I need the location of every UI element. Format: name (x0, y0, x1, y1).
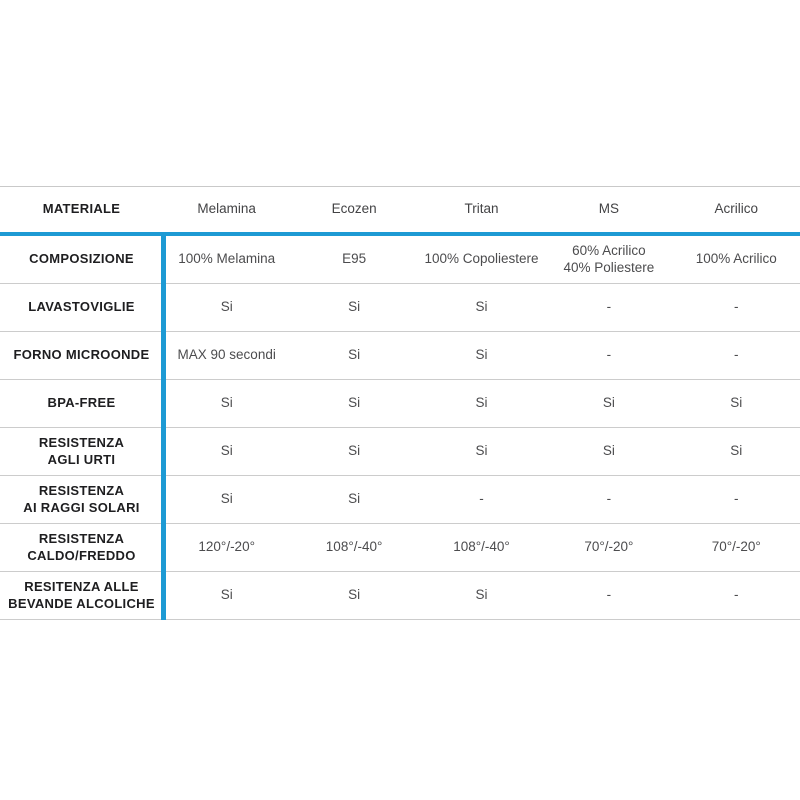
column-header-ecozen: Ecozen (331, 201, 377, 217)
cell-value: - (734, 587, 739, 603)
cell-value: 120°/-20° (198, 539, 255, 555)
cell-value: Si (475, 443, 488, 459)
cell-value: 70°/-20° (711, 539, 761, 555)
cell-value: 100% Melamina (178, 251, 276, 267)
cell-value: Si (475, 587, 488, 603)
cell-value: Si (348, 587, 361, 603)
row-label: RESISTENZA AGLI URTI (38, 435, 125, 467)
row-label: LAVASTOVIGLIE (28, 299, 135, 315)
cell-value: Si (220, 395, 233, 411)
cell-value: 108°/-40° (453, 539, 510, 555)
cell-value: Si (348, 395, 361, 411)
cell-value: 70°/-20° (584, 539, 634, 555)
cell-value: - (606, 491, 612, 507)
table-row-forno-microonde: FORNO MICROONDE MAX 90 secondi Si Si - - (0, 332, 800, 380)
column-header-tritan: Tritan (464, 201, 499, 217)
cell-value: Si (348, 299, 361, 315)
row-label: RESISTENZA CALDO/FREDDO (27, 531, 136, 563)
cell-value: Si (348, 347, 361, 363)
table-row-resistenza-urti: RESISTENZA AGLI URTI Si Si Si Si Si (0, 428, 800, 476)
cell-value: Si (730, 443, 743, 459)
cell-value: - (734, 299, 739, 315)
cell-value: 100% Acrilico (695, 251, 777, 267)
column-header-melamina: Melamina (197, 201, 256, 217)
cell-value: 100% Copoliestere (424, 251, 539, 267)
cell-value: Si (475, 395, 488, 411)
table-row-resistenza-caldo-freddo: RESISTENZA CALDO/FREDDO 120°/-20° 108°/-… (0, 524, 800, 572)
column-header-ms: MS (598, 201, 620, 217)
row-label: RESISTENZA AI RAGGI SOLARI (23, 483, 140, 515)
cell-value: Si (220, 491, 233, 507)
label-column-accent-divider (161, 232, 166, 620)
material-comparison-table: MATERIALE Melamina Ecozen Tritan MS Acri… (0, 186, 800, 620)
cell-value: - (734, 347, 739, 363)
header-accent-divider (0, 232, 800, 236)
cell-value: 60% Acrilico 40% Poliestere (563, 242, 655, 275)
cell-value: Si (348, 491, 361, 507)
row-label: BPA-FREE (47, 395, 116, 411)
table-header-row: MATERIALE Melamina Ecozen Tritan MS Acri… (0, 186, 800, 232)
cell-value: Si (220, 443, 233, 459)
cell-value: Si (348, 443, 361, 459)
table-row-bpa-free: BPA-FREE Si Si Si Si Si (0, 380, 800, 428)
cell-value: E95 (342, 251, 367, 267)
table-row-resitenza-bevande-alcoliche: RESITENZA ALLE BEVANDE ALCOLICHE Si Si S… (0, 572, 800, 620)
cell-value: Si (220, 587, 233, 603)
table-row-resistenza-raggi-solari: RESISTENZA AI RAGGI SOLARI Si Si - - - (0, 476, 800, 524)
cell-value: Si (475, 347, 488, 363)
cell-value: Si (475, 299, 488, 315)
cell-value: - (479, 491, 484, 507)
row-label: RESITENZA ALLE BEVANDE ALCOLICHE (8, 579, 155, 611)
table-row-composizione: COMPOSIZIONE 100% Melamina E95 100% Copo… (0, 236, 800, 284)
table-row-lavastoviglie: LAVASTOVIGLIE Si Si Si - - (0, 284, 800, 332)
cell-value: - (606, 587, 612, 603)
cell-value: Si (220, 299, 233, 315)
cell-value: - (734, 491, 739, 507)
cell-value: - (606, 299, 612, 315)
row-label: COMPOSIZIONE (29, 251, 134, 267)
cell-value: 108°/-40° (325, 539, 383, 555)
row-label: FORNO MICROONDE (13, 347, 150, 363)
cell-value: MAX 90 secondi (177, 347, 276, 363)
header-materiale-label: MATERIALE (42, 201, 121, 217)
cell-value: Si (730, 395, 743, 411)
cell-value: - (606, 347, 612, 363)
cell-value: Si (602, 443, 615, 459)
cell-value: Si (602, 395, 615, 411)
column-header-acrilico: Acrilico (714, 201, 759, 217)
